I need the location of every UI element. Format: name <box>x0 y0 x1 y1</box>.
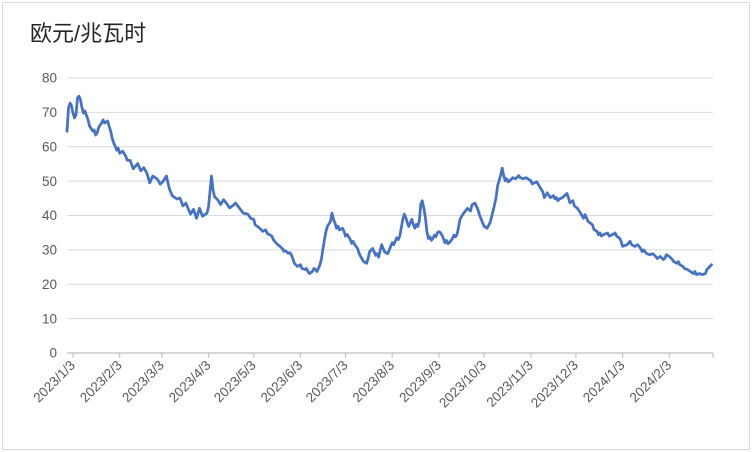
y-axis-labels-group: 0 10 20 30 40 50 60 70 80 <box>42 71 57 361</box>
axes-group <box>67 352 714 358</box>
gridlines-group <box>67 77 713 320</box>
price-line <box>65 94 713 276</box>
y-axis-label: 30 <box>42 243 57 258</box>
y-axis-label: 50 <box>42 174 57 189</box>
y-axis-label: 10 <box>42 311 57 326</box>
y-axis-label: 80 <box>42 71 57 86</box>
series-group <box>65 94 713 276</box>
chart-title: 欧元/兆瓦时 <box>30 21 146 46</box>
y-axis-label: 60 <box>42 139 57 154</box>
y-axis-label: 0 <box>49 346 57 361</box>
y-axis-label: 40 <box>42 208 57 223</box>
y-axis-label: 70 <box>42 105 57 120</box>
y-axis-label: 20 <box>42 277 57 292</box>
